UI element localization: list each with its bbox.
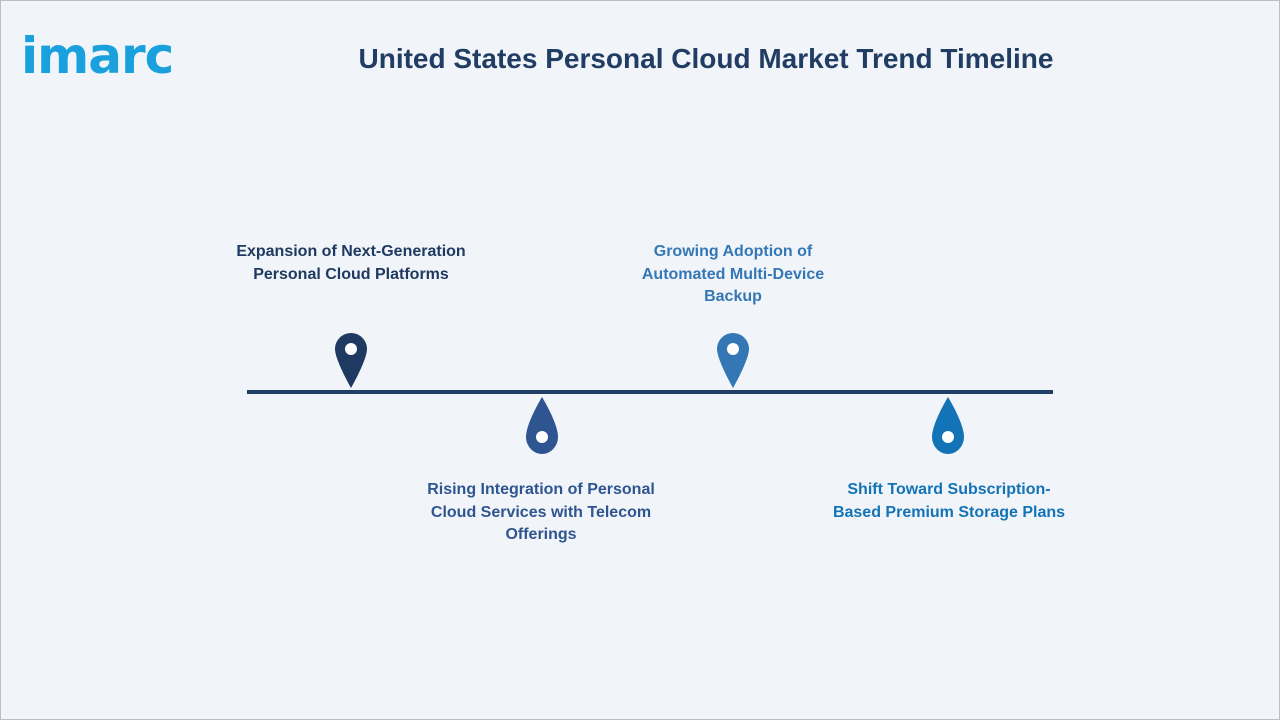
droplet-pin-icon (526, 397, 558, 454)
timeline-event-3-pin (717, 331, 749, 391)
timeline-event-4-label: Shift Toward Subscription-Based Premium … (832, 481, 1066, 521)
page-title: United States Personal Cloud Market Tren… (358, 43, 1054, 74)
map-pin-icon (335, 333, 367, 388)
timeline-event-3-label: Growing Adoption of Automated Multi-Devi… (641, 243, 825, 305)
imarc-logo: imarc (21, 15, 211, 85)
timeline-event-2-label: Rising Integration of Personal Cloud Ser… (427, 481, 655, 543)
timeline-event-4-pin (932, 397, 964, 457)
timeline-event-1-label: Expansion of Next-Generation Personal Cl… (236, 243, 466, 283)
droplet-pin-icon (932, 397, 964, 454)
logo-wordmark: imarc (21, 27, 173, 85)
timeline-event-1-pin (335, 331, 367, 391)
timeline-axis (247, 390, 1053, 394)
map-pin-icon (717, 333, 749, 388)
timeline-event-2-pin (526, 397, 558, 457)
